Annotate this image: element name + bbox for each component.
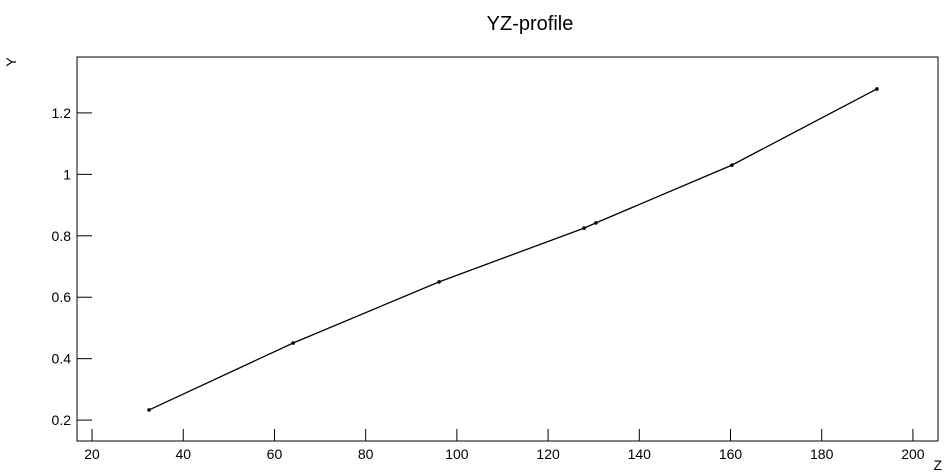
data-point <box>437 280 441 284</box>
plot-frame <box>76 56 939 442</box>
x-tick-label: 180 <box>810 446 834 462</box>
data-point <box>582 226 586 230</box>
x-tick-label: 60 <box>267 446 283 462</box>
y-tick-label: 0.6 <box>52 289 72 305</box>
y-tick-label: 0.2 <box>52 412 72 428</box>
x-tick-label: 120 <box>536 446 560 462</box>
y-tick-label: 1 <box>63 166 71 182</box>
x-tick-label: 100 <box>445 446 469 462</box>
x-tick-label: 40 <box>175 446 191 462</box>
y-tick-label: 0.8 <box>52 228 72 244</box>
x-axis-title: Z <box>933 457 942 473</box>
x-tick-label: 140 <box>628 446 652 462</box>
x-tick-label: 160 <box>719 446 743 462</box>
x-tick-label: 20 <box>84 446 100 462</box>
data-point <box>147 408 151 412</box>
x-tick-label: 80 <box>358 446 374 462</box>
y-axis-title: Y <box>3 57 19 67</box>
data-line <box>148 88 878 411</box>
data-point <box>291 341 295 345</box>
data-point <box>875 87 879 91</box>
y-tick-label: 0.4 <box>52 351 72 367</box>
y-tick-label: 1.2 <box>52 105 72 121</box>
chart-title: YZ-profile <box>487 13 574 35</box>
data-point <box>594 221 598 225</box>
x-tick-label: 200 <box>901 446 925 462</box>
data-point <box>730 163 734 167</box>
